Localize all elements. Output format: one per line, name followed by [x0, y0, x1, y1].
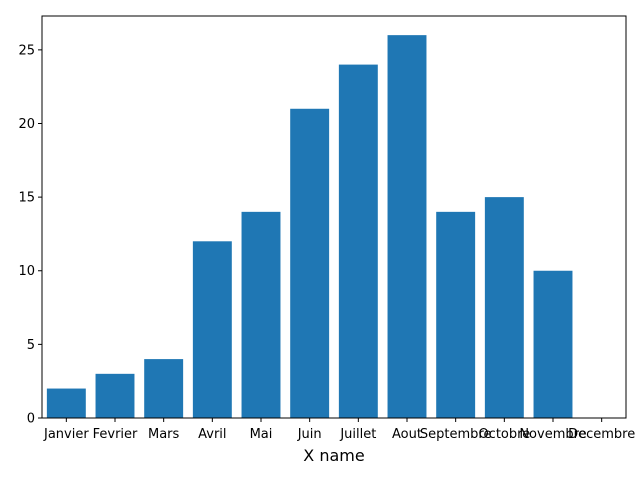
x-tick-label: Octobre — [478, 427, 530, 442]
bar-mai — [241, 211, 281, 418]
x-tick-label: Avril — [198, 427, 226, 442]
y-axis: 0 5 10 15 20 25 — [18, 43, 42, 427]
bar-novembre — [533, 270, 573, 418]
x-tick-label: Septembre — [420, 427, 492, 442]
x-axis: Janvier Fevrier Mars Avril Mai Juin Juillet Aou… — [43, 418, 635, 442]
y-tick-label: 10 — [18, 264, 35, 279]
y-tick-label: 0 — [27, 412, 35, 427]
x-tick-label: Juillet — [339, 427, 376, 442]
x-tick-label: Decembre — [568, 427, 635, 442]
x-tick-label: Mai — [250, 427, 273, 442]
y-tick-label: 5 — [27, 338, 35, 353]
x-axis-title: X name — [303, 446, 364, 465]
y-tick-label: 25 — [18, 43, 35, 58]
bar-janvier — [46, 388, 86, 418]
bar-septembre — [436, 211, 476, 418]
x-tick-label: Novembre — [519, 427, 586, 442]
bar-juillet — [338, 64, 378, 418]
x-tick-label: Mars — [148, 427, 180, 442]
bar-octobre — [484, 197, 524, 418]
x-tick-label: Fevrier — [93, 427, 138, 442]
bar-aout — [387, 35, 427, 419]
bar-mars — [144, 359, 184, 418]
bars-group — [46, 35, 573, 419]
bar-fevrier — [95, 373, 135, 418]
x-tick-label: Aout — [392, 427, 422, 442]
plot-frame — [41, 15, 627, 419]
x-tick-label: Juin — [297, 427, 322, 442]
bar-avril — [192, 241, 232, 418]
y-tick-label: 15 — [18, 191, 35, 206]
y-tick-label: 20 — [18, 117, 35, 132]
x-tick-label: Janvier — [43, 427, 89, 442]
bar-juin — [290, 108, 330, 419]
